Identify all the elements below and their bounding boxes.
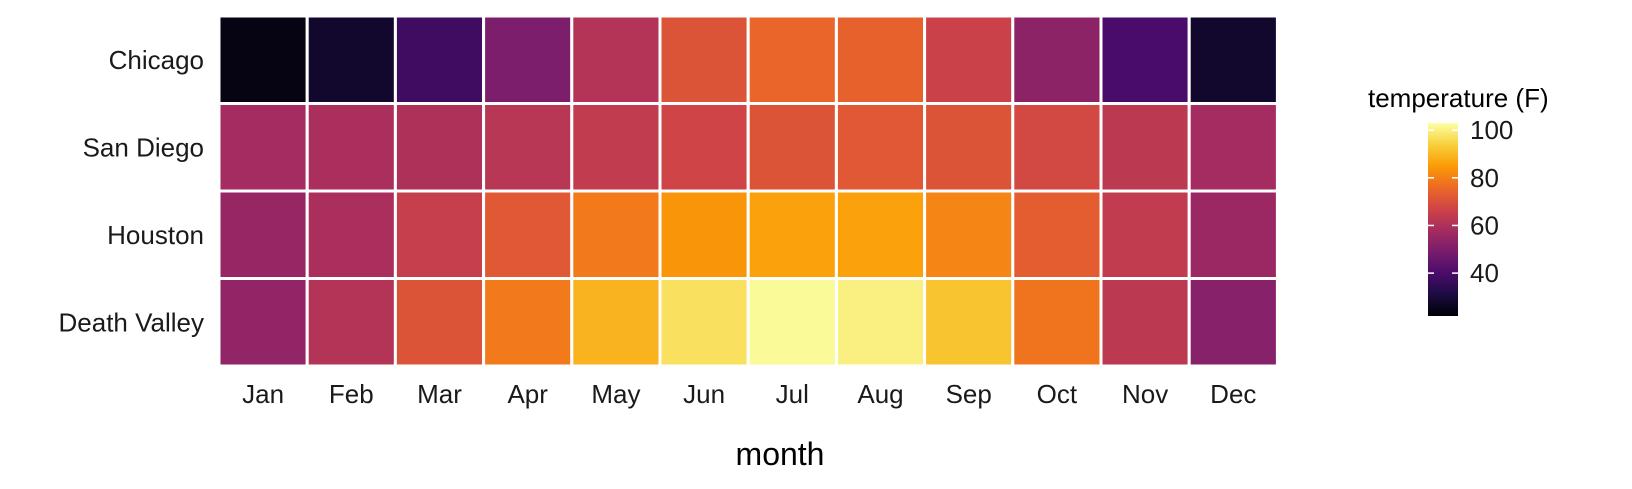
heatmap-cell-san-diego-mar [393,102,486,193]
x-tick-label: Dec [1210,379,1256,409]
heatmap-cell-chicago-nov [1099,14,1191,105]
heatmap-cell-houston-sep [923,189,1015,280]
heatmap-cell-chicago-jun [658,14,750,105]
legend-tick-label: 60 [1470,210,1499,240]
legend-title: temperature (F) [1368,83,1549,113]
heatmap-tiles [217,14,1279,368]
heatmap-cell-houston-nov [1099,189,1191,280]
heatmap-cell-san-diego-dec [1187,102,1279,193]
color-legend: temperature (F) 40 60 80 100 [1368,83,1549,316]
heatmap-cell-houston-jan [217,189,309,280]
legend-tick-label: 80 [1470,163,1499,193]
y-tick-label: San Diego [83,132,204,162]
heatmap-cell-houston-may [570,189,662,280]
heatmap-cell-death-valley-sep [923,277,1015,368]
y-tick-label: Chicago [109,45,204,75]
heatmap-cell-chicago-jan [217,14,309,105]
x-tick-label: Mar [417,379,462,409]
heatmap-cell-chicago-sep [923,14,1015,105]
legend-ticks: 40 60 80 100 [1428,115,1513,288]
heatmap-cell-chicago-dec [1187,14,1279,105]
heatmap-cell-chicago-jul [746,14,838,105]
heatmap-cell-chicago-oct [1011,14,1103,105]
heatmap-cell-houston-dec [1187,189,1279,280]
x-axis-tick-labels: Jan Feb Mar Apr May Jun Jul Aug Sep Oct Nov Dec [242,379,1256,409]
x-tick-label: Jun [683,379,725,409]
legend-color-bar [1428,123,1458,316]
heatmap-cell-chicago-may [570,14,662,105]
heatmap-cell-death-valley-feb [305,277,397,368]
x-tick-label: Aug [857,379,903,409]
heatmap-cell-death-valley-jul [746,277,838,368]
legend-tick-label: 100 [1470,115,1513,145]
legend-tick-label: 40 [1470,258,1499,288]
x-tick-label: Apr [507,379,548,409]
heatmap-cell-san-diego-may [570,102,662,193]
heatmap-cell-death-valley-oct [1011,277,1103,368]
x-tick-label: May [591,379,640,409]
heatmap-cell-san-diego-nov [1099,102,1191,193]
y-axis-tick-labels: Chicago San Diego Houston Death Valley [59,45,205,338]
heatmap-cell-chicago-aug [834,14,927,105]
x-tick-label: Feb [329,379,374,409]
heatmap-cell-houston-aug [834,189,927,280]
heatmap-cell-san-diego-aug [834,102,927,193]
heatmap-cell-death-valley-mar [393,277,486,368]
heatmap-cell-chicago-feb [305,14,397,105]
heatmap-cell-houston-jul [746,189,838,280]
heatmap-cell-death-valley-aug [834,277,927,368]
x-tick-label: Nov [1122,379,1168,409]
heatmap-cell-san-diego-apr [482,102,574,193]
heatmap-cell-houston-mar [393,189,486,280]
heatmap-cell-chicago-mar [393,14,486,105]
heatmap-cell-chicago-apr [482,14,574,105]
x-tick-label: Sep [946,379,992,409]
heatmap-cell-houston-apr [482,189,574,280]
heatmap-cell-houston-feb [305,189,397,280]
heatmap-cell-san-diego-feb [305,102,397,193]
heatmap-cell-houston-jun [658,189,750,280]
x-tick-label: Jul [776,379,809,409]
y-tick-label: Death Valley [59,307,205,337]
heatmap-cell-san-diego-jul [746,102,838,193]
heatmap-cell-san-diego-oct [1011,102,1103,193]
heatmap-cell-san-diego-jun [658,102,750,193]
heatmap-cell-death-valley-nov [1099,277,1191,368]
heatmap-cell-death-valley-jan [217,277,309,368]
heatmap-cell-san-diego-jan [217,102,309,193]
heatmap-cell-death-valley-jun [658,277,750,368]
heatmap-cell-death-valley-apr [482,277,574,368]
heatmap-cell-houston-oct [1011,189,1103,280]
x-tick-label: Jan [242,379,284,409]
heatmap-cell-death-valley-may [570,277,662,368]
x-tick-label: Oct [1037,379,1078,409]
heatmap-cell-death-valley-dec [1187,277,1279,368]
heatmap-cell-san-diego-sep [923,102,1015,193]
x-axis-title: month [736,436,825,472]
y-tick-label: Houston [107,220,204,250]
